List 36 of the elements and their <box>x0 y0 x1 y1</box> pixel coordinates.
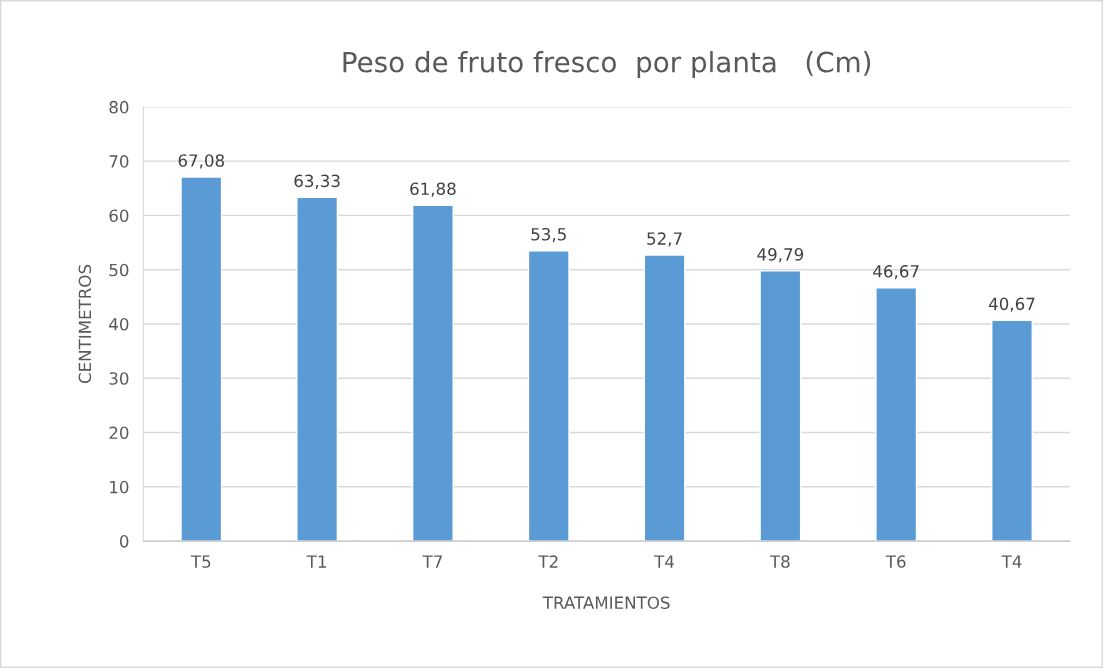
x-tick-label: T8 <box>769 555 790 568</box>
data-label: 40,67 <box>988 297 1035 312</box>
bar <box>759 270 802 542</box>
x-tick-label: T4 <box>1001 555 1022 568</box>
bar <box>527 250 570 542</box>
y-tick-label: 10 <box>110 480 129 494</box>
data-label: 49,79 <box>757 248 804 263</box>
bar <box>875 287 918 542</box>
y-tick-label: 70 <box>109 155 129 168</box>
x-axis-title: TRATAMIENTOS <box>542 596 670 609</box>
y-tick-label: 40 <box>109 317 129 331</box>
data-label: 61,88 <box>410 182 456 197</box>
bar <box>296 196 339 542</box>
y-tick-label: 30 <box>109 372 129 385</box>
x-tick-label: T5 <box>190 555 211 568</box>
x-tick-label: T4 <box>654 555 675 568</box>
y-tick-label: 20 <box>109 426 129 440</box>
x-tick-label: T2 <box>538 555 558 568</box>
y-axis-title: CENTIMETROS <box>78 264 92 384</box>
y-tick-label: 80 <box>109 100 129 114</box>
x-tick-label: T1 <box>306 555 326 568</box>
data-label: 46,67 <box>873 265 919 280</box>
x-tick-label: T7 <box>422 555 442 568</box>
chart-title: Peso de fruto fresco por planta (Cm) <box>343 51 871 78</box>
data-label: 52,7 <box>647 232 682 247</box>
bar <box>411 204 454 542</box>
bar <box>180 176 223 542</box>
bar <box>643 254 686 542</box>
data-label: 63,33 <box>294 174 340 189</box>
x-tick-label: T6 <box>885 555 906 568</box>
y-tick-label: 60 <box>109 209 129 222</box>
data-label: 53,5 <box>531 227 566 243</box>
bar <box>991 319 1033 542</box>
y-tick-label: 50 <box>109 263 129 277</box>
y-tick-label: 0 <box>120 535 129 548</box>
data-label: 67,08 <box>178 154 225 169</box>
